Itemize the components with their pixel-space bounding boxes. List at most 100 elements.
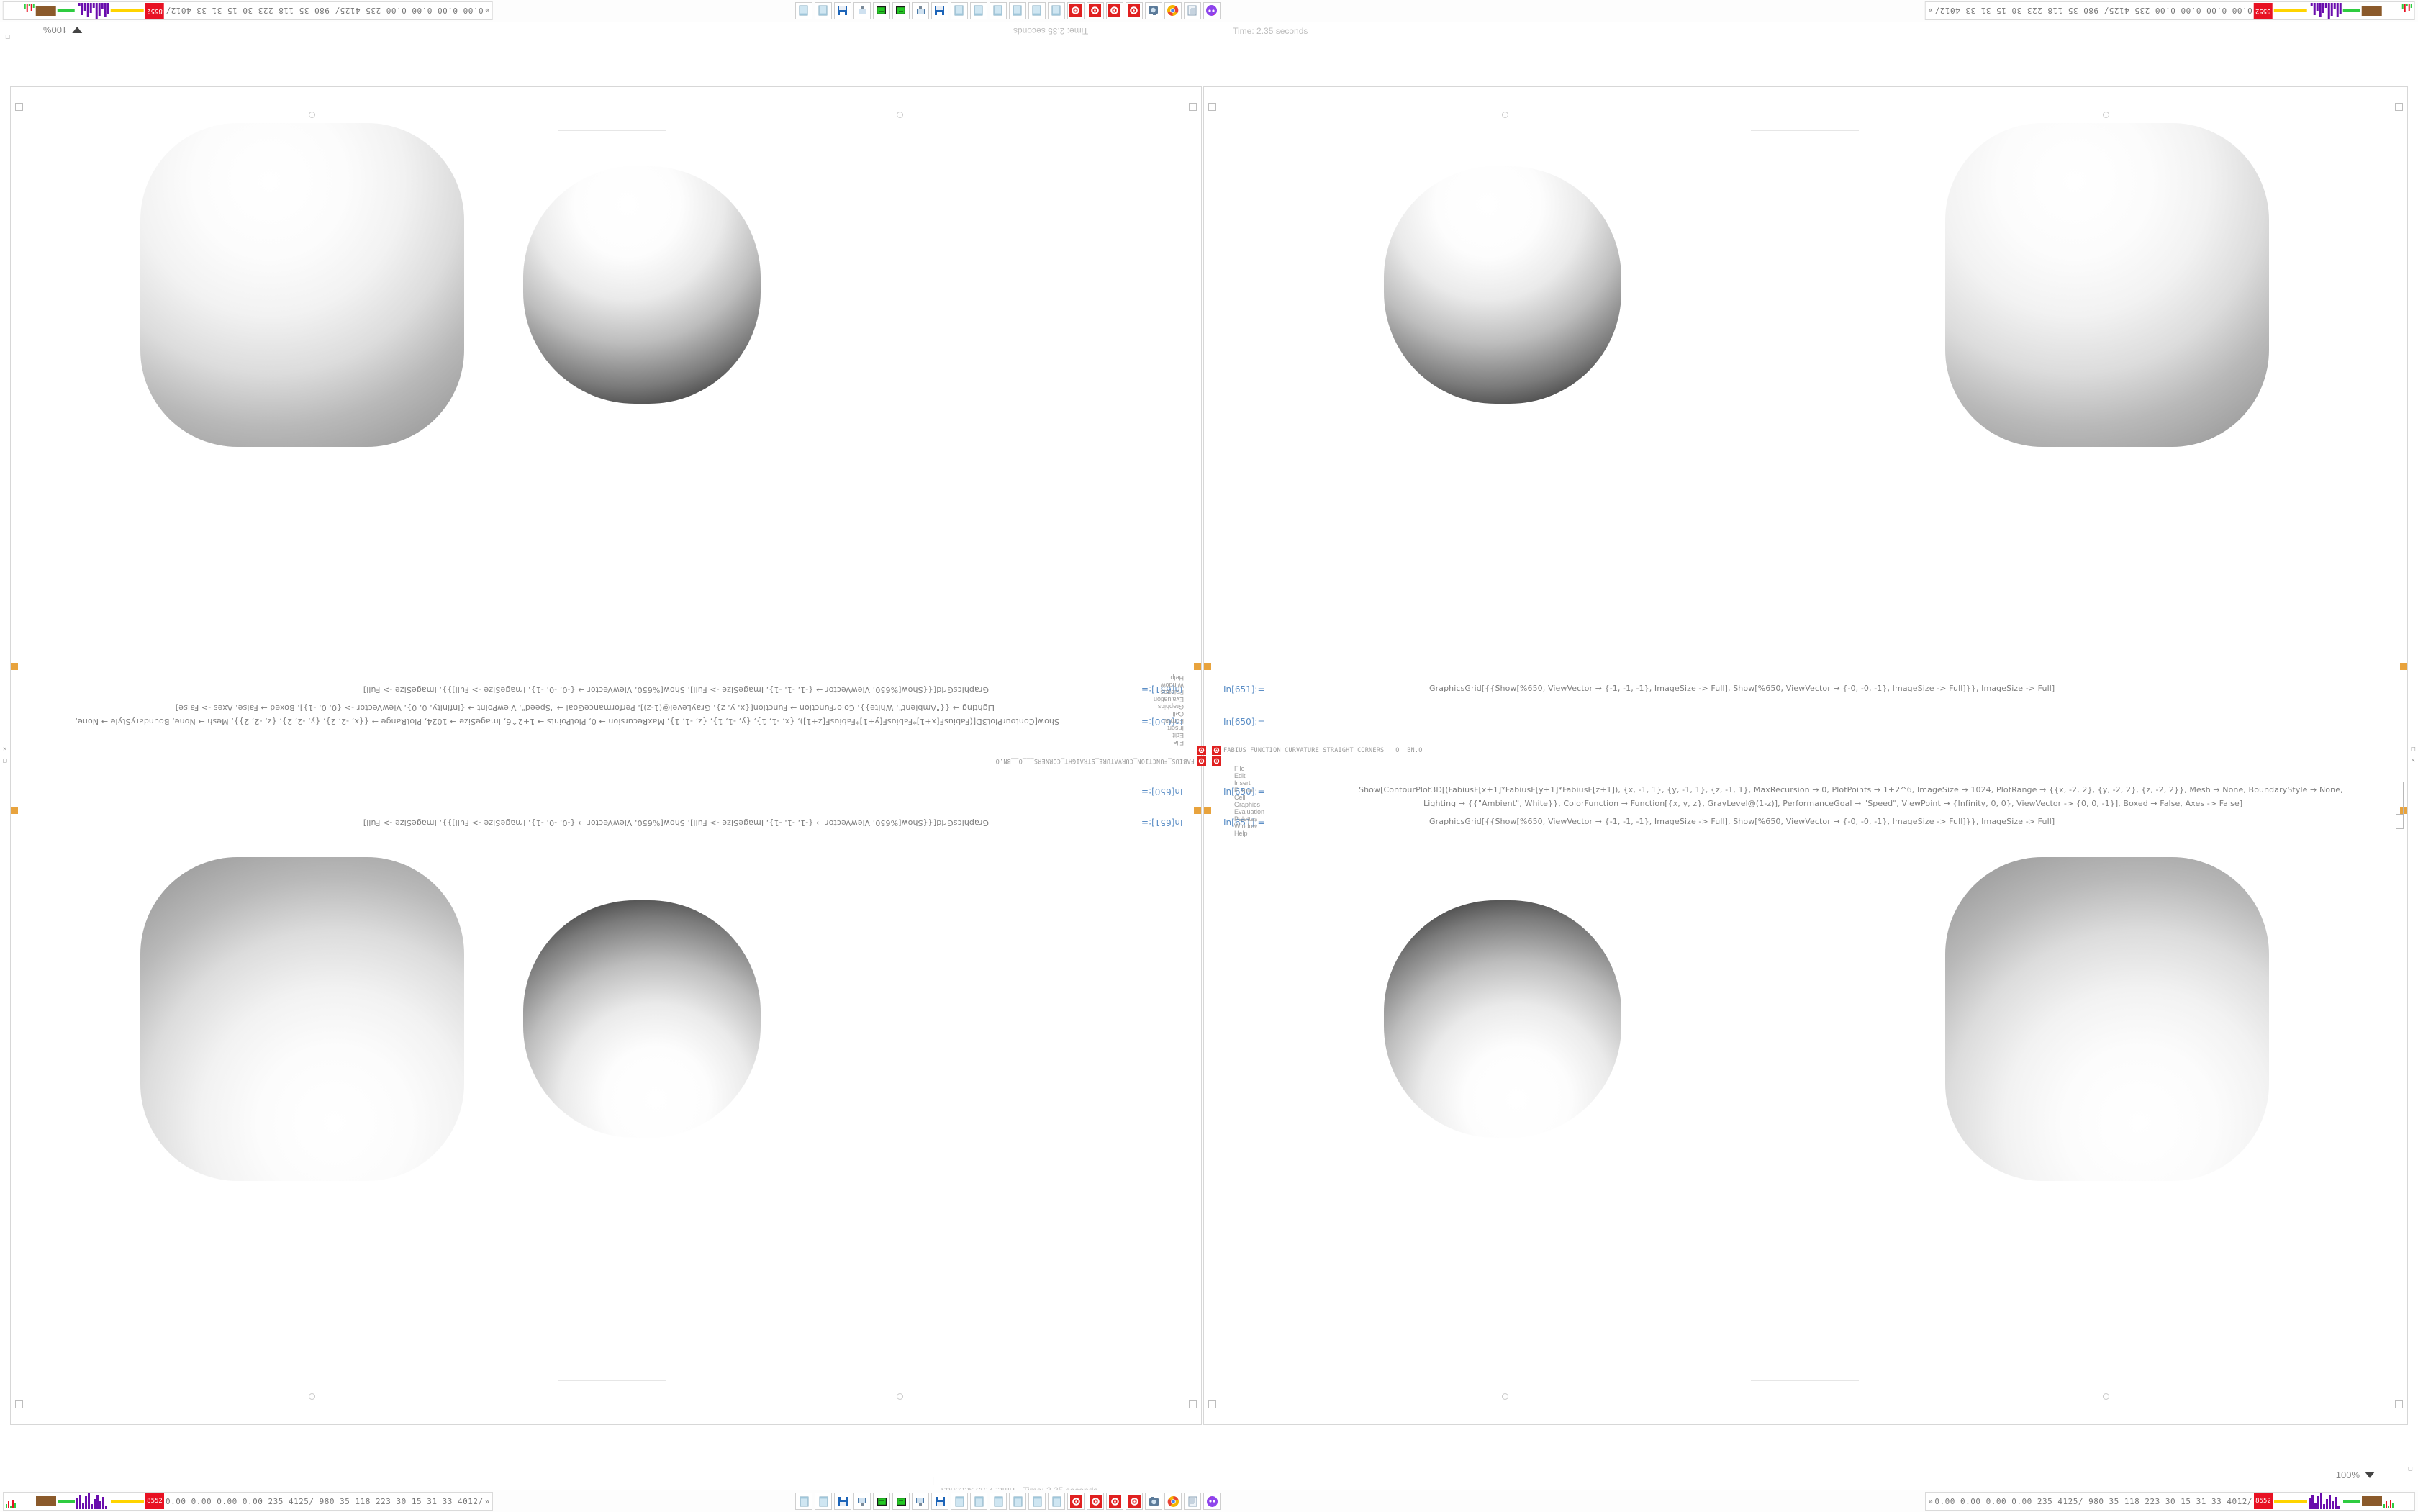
cell-group-bracket[interactable] [1204, 807, 1211, 814]
in-label-650[interactable]: In[650]:= [1223, 717, 1265, 727]
plot-3d-rounded-cube[interactable] [1945, 857, 2269, 1181]
window-close-icon[interactable]: ✕ [3, 746, 7, 753]
menu-item-format[interactable]: Format [1163, 717, 1184, 725]
monitor-icon[interactable] [912, 1493, 929, 1510]
menu-item-window[interactable]: Window [1160, 682, 1184, 689]
gear-icon[interactable] [1212, 746, 1221, 755]
window-restore-icon[interactable]: □ [3, 757, 7, 764]
cell-group-bracket[interactable] [1194, 807, 1201, 814]
code-line-show-contourplot3d[interactable]: Show[ContourPlot3D[(FabiusF[x+1]*FabiusF… [1359, 785, 2343, 795]
window-close-icon[interactable]: ✕ [2411, 757, 2415, 764]
menu-item-file[interactable]: File [1173, 739, 1184, 746]
notepad-icon[interactable] [795, 1493, 812, 1510]
scroll-icon[interactable] [1184, 1493, 1201, 1510]
notepad-icon[interactable] [1048, 2, 1065, 19]
terminal-icon[interactable] [892, 2, 910, 19]
menu-item-cell[interactable]: Cell [1234, 794, 1246, 801]
menu-item-help[interactable]: Help [1170, 674, 1184, 682]
plot-3d-rounded-cube[interactable] [140, 123, 464, 447]
in-label-651[interactable]: In[651]:= [1223, 818, 1265, 828]
gear-icon[interactable] [1212, 756, 1221, 766]
menu-item-palettes[interactable]: Palettes [1160, 689, 1184, 696]
cell-group-bracket[interactable] [2400, 663, 2407, 670]
plot-3d-sphere-lobed[interactable] [1384, 900, 1621, 1138]
cell-bracket[interactable] [2396, 782, 2404, 815]
discord-icon[interactable] [1203, 2, 1221, 19]
gear-icon[interactable] [1197, 746, 1206, 755]
floppy-disk-icon[interactable] [834, 2, 851, 19]
gear-icon[interactable] [1197, 756, 1206, 766]
menu-item-help[interactable]: Help [1234, 830, 1248, 837]
monitor-icon[interactable] [853, 1493, 871, 1510]
menu-item-graphics[interactable]: Graphics [1234, 801, 1261, 808]
cell-bracket[interactable] [2396, 815, 2404, 829]
notepad-icon[interactable] [970, 2, 987, 19]
mini-menubar[interactable]: File Edit Insert Format Cell Graphics Ev… [1223, 758, 1268, 844]
plot-3d-rounded-cube[interactable] [140, 857, 464, 1181]
camera-icon[interactable] [1145, 2, 1162, 19]
floppy-disk-icon[interactable] [834, 1493, 851, 1510]
floppy-disk-icon[interactable] [931, 2, 948, 19]
window-restore-icon[interactable]: □ [2411, 746, 2415, 753]
chrome-icon[interactable] [1164, 2, 1182, 19]
menu-item-evaluation[interactable]: Evaluation [1153, 696, 1184, 703]
notepad-icon[interactable] [990, 2, 1007, 19]
notepad-icon[interactable] [1028, 2, 1046, 19]
menu-item-insert[interactable]: Insert [1234, 779, 1251, 787]
notepad-icon[interactable] [970, 1493, 987, 1510]
gear-icon[interactable] [1067, 1493, 1085, 1510]
plot-3d-rounded-cube[interactable] [1945, 123, 2269, 447]
gear-icon[interactable] [1106, 1493, 1123, 1510]
plot-3d-sphere-lobed[interactable] [523, 900, 761, 1138]
menu-item-insert[interactable]: Insert [1167, 725, 1184, 732]
notepad-icon[interactable] [795, 2, 812, 19]
plot-3d-sphere-lobed[interactable] [523, 166, 761, 404]
in-label-651[interactable]: In[651]:= [1223, 684, 1265, 694]
notepad-icon[interactable] [815, 1493, 832, 1510]
system-monitor-tray-left[interactable]: 8552 0.00 0.00 0.00 0.00 235 4125/ 980 3… [3, 1492, 493, 1511]
menu-item-palettes[interactable]: Palettes [1234, 815, 1258, 823]
gear-icon[interactable] [1106, 2, 1123, 19]
notepad-icon[interactable] [990, 1493, 1007, 1510]
code-line-graphicsgrid-top[interactable]: GraphicsGrid[{{Show[%650, ViewVector → {… [1429, 684, 2055, 693]
notepad-icon[interactable] [1009, 1493, 1026, 1510]
gear-icon[interactable] [1126, 1493, 1143, 1510]
notepad-icon[interactable] [951, 2, 968, 19]
taskbar-icon-row-bottom[interactable] [795, 1492, 1221, 1511]
window-control-stub[interactable]: □ [2408, 1465, 2412, 1472]
menu-item-window[interactable]: Window [1234, 823, 1258, 830]
notepad-icon[interactable] [815, 2, 832, 19]
notebook-window-right[interactable] [1203, 86, 2408, 1425]
gear-icon[interactable] [1087, 1493, 1104, 1510]
in-label-650[interactable]: In[650]:= [1223, 787, 1265, 797]
menu-item-format[interactable]: Format [1234, 787, 1255, 794]
menu-item-cell[interactable]: Cell [1172, 710, 1184, 717]
notebook-window-left[interactable] [10, 86, 1202, 1425]
discord-icon[interactable] [1203, 1493, 1221, 1510]
menu-item-graphics[interactable]: Graphics [1157, 703, 1184, 710]
code-line-lighting-options[interactable]: Lighting → {{"Ambient", White}}, ColorFu… [1423, 799, 2243, 808]
mini-menubar[interactable]: File Edit Insert Format Cell Graphics Ev… [1150, 667, 1195, 753]
plot-3d-sphere-lobed[interactable] [1384, 166, 1621, 404]
cell-group-bracket[interactable] [2400, 807, 2407, 814]
cell-group-bracket[interactable] [11, 807, 18, 814]
notepad-icon[interactable] [951, 1493, 968, 1510]
notepad-icon[interactable] [1009, 2, 1026, 19]
menu-item-file[interactable]: File [1234, 765, 1245, 772]
floppy-disk-icon[interactable] [931, 1493, 948, 1510]
notepad-icon[interactable] [1028, 1493, 1046, 1510]
cell-group-bracket[interactable] [1204, 663, 1211, 670]
cell-group-bracket[interactable] [11, 663, 18, 670]
taskbar-icon-row-top[interactable] [795, 1, 1221, 20]
gear-icon[interactable] [1126, 2, 1143, 19]
monitor-icon[interactable] [912, 2, 929, 19]
chevron-down-icon[interactable] [2365, 1472, 2375, 1478]
cell-group-bracket[interactable] [1194, 663, 1201, 670]
menu-item-edit[interactable]: Edit [1172, 732, 1184, 739]
chrome-icon[interactable] [1164, 1493, 1182, 1510]
scroll-icon[interactable] [1184, 2, 1201, 19]
monitor-icon[interactable] [853, 2, 871, 19]
code-line-graphicsgrid[interactable]: GraphicsGrid[{{Show[%650, ViewVector → {… [1429, 817, 2055, 826]
terminal-icon[interactable] [873, 2, 890, 19]
